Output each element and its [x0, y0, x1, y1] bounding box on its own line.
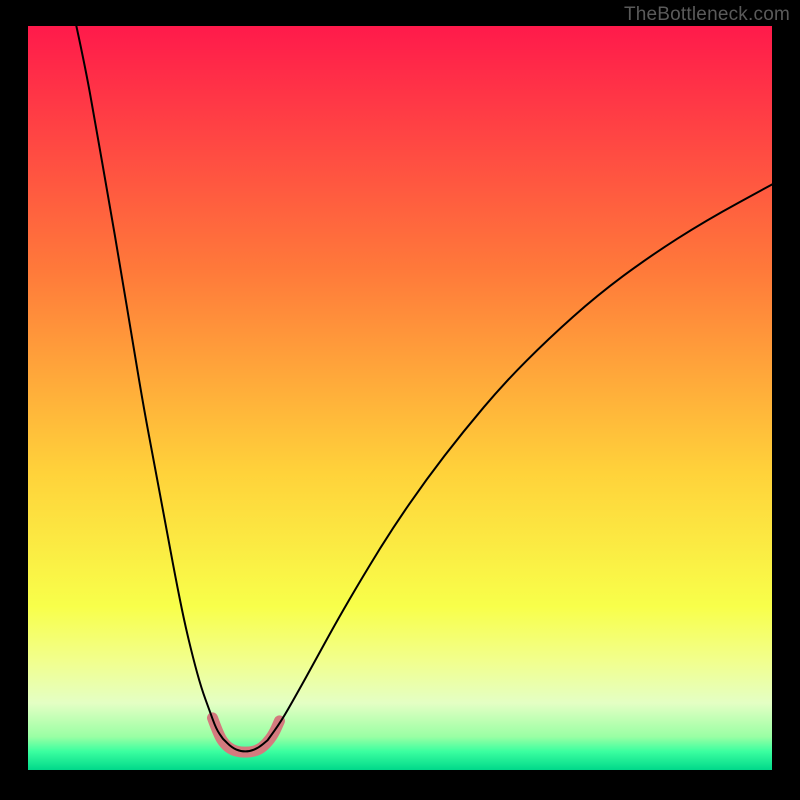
valley-highlight: [213, 718, 280, 752]
watermark-text: TheBottleneck.com: [624, 4, 790, 26]
bottleneck-curve: [76, 26, 772, 751]
curve-layer: [28, 26, 772, 770]
plot-area: [28, 26, 772, 770]
chart-stage: TheBottleneck.com: [0, 0, 800, 800]
